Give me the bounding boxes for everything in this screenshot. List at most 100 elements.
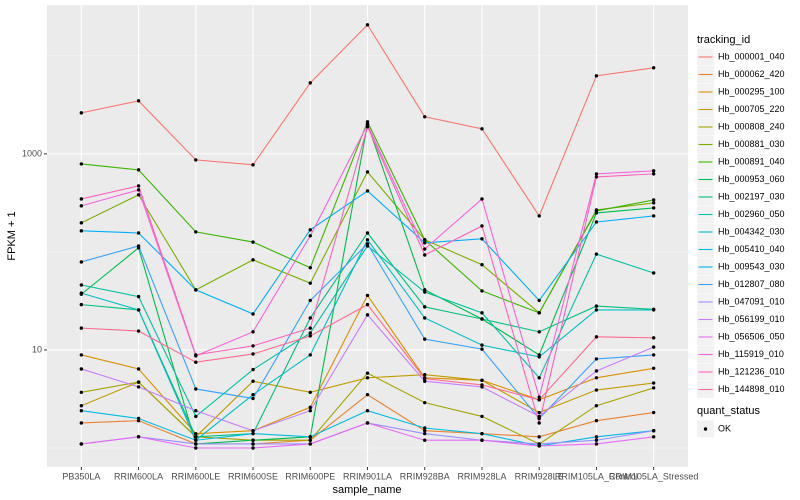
axes: 10 1000 PB350LA RRIM600LA RRIM600LE RRIM600SE… <box>22 148 698 481</box>
data-point <box>251 396 255 401</box>
data-point <box>251 446 255 450</box>
data-point <box>594 442 599 446</box>
data-point <box>423 316 427 320</box>
data-point <box>537 444 541 448</box>
data-point <box>480 317 484 321</box>
legend: tracking_id Hb_000001_040 Hb_000062_420 Hb_… <box>697 34 785 438</box>
data-point <box>308 405 312 410</box>
data-point <box>308 438 312 442</box>
data-point <box>136 367 141 371</box>
data-point <box>365 376 370 380</box>
data-point <box>136 193 141 197</box>
data-point <box>365 421 370 425</box>
data-point <box>423 305 427 309</box>
data-point <box>594 308 599 312</box>
data-point <box>251 429 255 433</box>
data-point <box>308 228 312 232</box>
data-point <box>537 414 541 419</box>
data-point <box>136 244 141 248</box>
data-point <box>594 252 599 256</box>
data-point <box>480 127 484 131</box>
data-point <box>594 404 599 408</box>
data-point <box>537 376 541 380</box>
data-point <box>79 421 84 425</box>
data-point <box>365 170 370 174</box>
data-point <box>537 410 541 415</box>
data-point <box>308 298 312 303</box>
data-point <box>79 353 84 357</box>
data-point <box>480 378 484 383</box>
data-point <box>480 347 484 351</box>
data-point <box>594 304 599 308</box>
data-point <box>79 291 84 295</box>
data-point <box>365 409 370 413</box>
data-point <box>79 197 84 201</box>
data-point <box>423 379 427 383</box>
series-lines <box>79 23 656 450</box>
data-point <box>651 410 656 415</box>
data-point <box>79 404 84 408</box>
data-point <box>365 392 370 397</box>
data-point <box>136 416 141 421</box>
data-point <box>136 231 141 235</box>
data-point <box>194 360 198 364</box>
data-point <box>651 198 656 202</box>
legend-label: OK <box>718 423 731 433</box>
data-point <box>423 238 427 242</box>
data-point <box>308 334 312 338</box>
x-tick-label: RRIM928LA <box>457 471 506 481</box>
data-point <box>594 376 599 380</box>
data-point <box>651 386 656 390</box>
data-point <box>537 398 541 402</box>
data-point <box>651 201 656 205</box>
data-point <box>308 81 312 85</box>
data-point <box>480 383 484 387</box>
data-point <box>480 263 484 267</box>
data-point <box>251 163 255 167</box>
data-point <box>308 442 312 446</box>
legend-label: Hb_047091_010 <box>718 296 785 306</box>
data-point <box>423 337 427 341</box>
data-point <box>308 316 312 320</box>
data-point <box>308 390 312 394</box>
data-point <box>594 438 599 442</box>
data-point <box>308 409 312 413</box>
data-point <box>651 172 656 176</box>
data-point <box>194 435 198 439</box>
data-point <box>537 311 541 315</box>
data-point <box>423 376 427 381</box>
legend-label: Hb_002960_050 <box>718 209 785 219</box>
legend-title: quant_status <box>697 405 760 417</box>
data-point <box>537 435 541 439</box>
data-point <box>308 234 312 238</box>
legend-label: Hb_000062_420 <box>718 69 785 79</box>
data-point <box>365 238 370 242</box>
data-point <box>480 197 484 201</box>
data-point <box>651 366 656 370</box>
data-point <box>136 308 141 312</box>
legend-label: Hb_115919_010 <box>718 349 784 359</box>
data-point <box>79 229 84 233</box>
data-point <box>251 438 255 442</box>
data-point <box>251 367 255 372</box>
data-point <box>480 237 484 241</box>
data-point <box>194 442 198 446</box>
data-point <box>365 302 370 307</box>
data-point <box>251 431 255 436</box>
data-point <box>480 431 484 436</box>
legend-label: Hb_000881_030 <box>718 139 785 149</box>
data-point <box>423 253 427 257</box>
data-point <box>594 388 599 392</box>
data-point <box>79 111 84 115</box>
data-point <box>251 442 255 446</box>
data-point <box>194 353 198 357</box>
data-point <box>594 418 599 423</box>
data-point <box>423 400 427 405</box>
data-point <box>308 326 312 330</box>
data-point <box>594 435 599 439</box>
x-tick-label: RRIM600PE <box>285 471 335 481</box>
data-point <box>79 162 84 166</box>
legend-label: Hb_144898_010 <box>718 384 785 394</box>
data-point <box>537 355 541 359</box>
legend-label: Hb_000953_060 <box>718 174 785 184</box>
